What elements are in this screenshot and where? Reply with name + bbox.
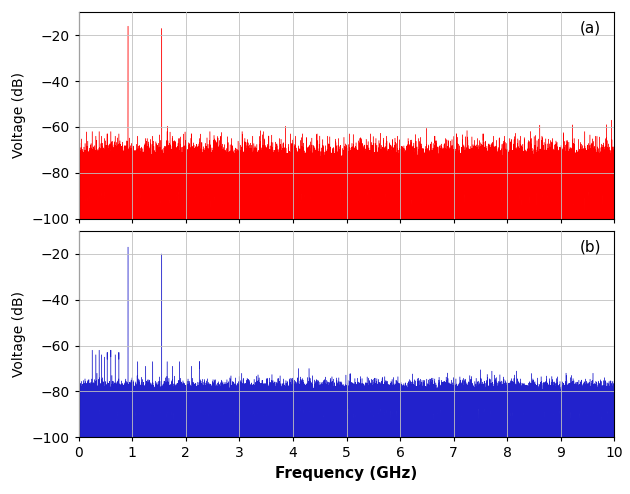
Y-axis label: Voltage (dB): Voltage (dB)	[12, 73, 26, 159]
Text: (a): (a)	[580, 21, 601, 36]
Text: (b): (b)	[580, 239, 601, 254]
X-axis label: Frequency (GHz): Frequency (GHz)	[275, 466, 418, 481]
Y-axis label: Voltage (dB): Voltage (dB)	[12, 291, 26, 377]
